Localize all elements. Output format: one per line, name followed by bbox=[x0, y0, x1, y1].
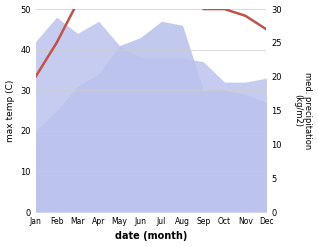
Y-axis label: med. precipitation
(kg/m2): med. precipitation (kg/m2) bbox=[293, 72, 313, 149]
X-axis label: date (month): date (month) bbox=[115, 231, 187, 242]
Y-axis label: max temp (C): max temp (C) bbox=[5, 79, 15, 142]
